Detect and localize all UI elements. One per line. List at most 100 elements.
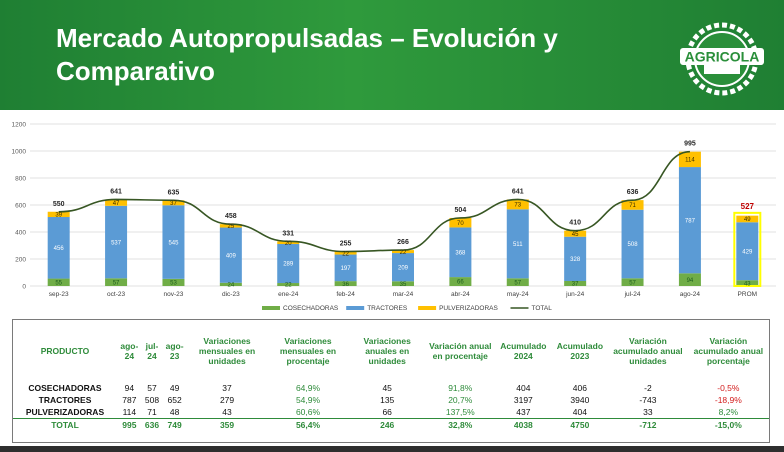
cell-acum23: 3940 (570, 395, 590, 405)
y-tick-label: 1200 (12, 122, 27, 129)
logo-text: AGRICOLA (685, 49, 760, 65)
x-tick-label: may-24 (507, 291, 529, 298)
x-tick-label: PROM (738, 291, 758, 298)
cell-jul24: 71 (147, 407, 157, 417)
bar-segment (506, 199, 529, 210)
bar-segment (736, 280, 759, 286)
y-tick-label: 800 (15, 176, 26, 183)
y-tick-label: 200 (15, 257, 26, 264)
chart-bars (47, 151, 762, 287)
cell-var-men-u: 43 (222, 407, 232, 417)
bar-segment (678, 151, 701, 168)
bar-value-label: 328 (570, 257, 581, 263)
bar-value-label: 22 (400, 250, 407, 256)
prom-highlight (733, 211, 762, 287)
bar-segment (277, 283, 300, 286)
cell-var-men-p: 60,6% (295, 407, 321, 417)
total-value-label: 331 (282, 230, 294, 237)
y-tick-label: 400 (15, 230, 26, 237)
cell-var-acum-p: -0,5% (717, 383, 740, 393)
table-header-row: PRODUCTO ago-24 jul-24 ago-23 Variacione… (13, 320, 769, 382)
cell-producto: PULVERIZADORAS (25, 407, 105, 417)
cell-ago23: 652 (167, 395, 182, 405)
cell-ago23: 48 (169, 407, 180, 417)
table-row: PULVERIZADORAS 114 71 48 43 60,6% 66 137… (13, 406, 769, 419)
x-tick-label: mar-24 (393, 291, 414, 298)
cell-jul24: 508 (144, 395, 160, 405)
bar-value-label: 94 (687, 278, 694, 284)
cell-acum23: 404 (572, 407, 587, 417)
bar-segment (678, 167, 701, 274)
total-value-label: 504 (455, 207, 467, 214)
bar-segment (162, 200, 185, 206)
cell-acum24: 4038 (495, 418, 552, 431)
bar-value-label: 45 (572, 232, 579, 238)
bar-value-label: 25 (228, 224, 235, 230)
cell-var-men-u: 37 (222, 383, 232, 393)
x-tick-label: sep-23 (49, 291, 69, 298)
legend-swatch (418, 306, 437, 310)
bar-value-label: 71 (629, 203, 636, 209)
y-axis: 0 200 400 600 800 1000 1200 (12, 122, 27, 291)
bar-segment (736, 215, 759, 223)
legend-label: COSECHADORAS (283, 305, 339, 312)
x-tick-label: abr-24 (451, 291, 470, 298)
header-jul-24: jul-24 (145, 341, 159, 361)
bar-value-label: 36 (342, 282, 349, 288)
total-value-label: 410 (569, 220, 581, 227)
header-var-anual-porcentaje: Variación anual en procentaje (429, 341, 492, 361)
cell-var-men-p: 64,9% (295, 383, 321, 393)
header-producto: PRODUCTO (40, 346, 90, 356)
page-title-line1: Mercado Autopropulsadas – Evolución y (56, 23, 558, 53)
header-ago-23: ago-23 (165, 341, 184, 361)
cell-acum23: 4750 (551, 418, 609, 431)
cell-var-acum-u: -2 (644, 383, 652, 393)
bar-value-label: 55 (55, 280, 62, 286)
cell-var-acum-p: 8,2% (718, 407, 739, 417)
total-value-label: 995 (684, 141, 696, 148)
page-title: Mercado Autopropulsadas – Evolución y Co… (56, 22, 656, 88)
total-value-label: 266 (397, 239, 409, 246)
bar-value-label: 209 (398, 265, 409, 271)
bar-value-label: 456 (54, 246, 65, 252)
x-tick-label: jun-24 (565, 291, 584, 298)
cell-var-acum-u: -712 (608, 418, 688, 431)
bar-value-label: 508 (628, 242, 639, 248)
header-var-acum-porcentaje: Variación acumulado anual porcentaje (693, 336, 764, 366)
bar-value-label: 39 (55, 213, 62, 219)
bar-value-label: 53 (170, 281, 177, 287)
bar-value-label: 24 (228, 283, 235, 289)
x-tick-label: dic-23 (222, 291, 240, 298)
cell-ago23: 49 (169, 383, 180, 393)
cell-acum24: 404 (516, 383, 531, 393)
x-axis: sep-23 oct-23 nov-23 dic-23 ene-24 feb-24 mar-… (49, 291, 757, 298)
total-value-label: 527 (741, 202, 755, 211)
header-acumulado-2024: Acumulado 2024 (500, 341, 547, 361)
bar-segment (162, 205, 185, 279)
header-acumulado-2023: Acumulado 2023 (556, 341, 604, 361)
cell-acum24: 3197 (513, 395, 533, 405)
cell-var-acum-p: -15,0% (687, 418, 769, 431)
x-tick-label: jul-24 (624, 291, 641, 298)
total-value-label: 255 (340, 241, 352, 248)
cell-ago24: 787 (122, 395, 137, 405)
legend-label: TRACTORES (367, 305, 408, 312)
bar-value-label: 70 (457, 221, 464, 227)
x-tick-label: nov-23 (164, 291, 184, 298)
bar-segment (621, 209, 644, 279)
chart-legend: COSECHADORAS TRACTORES PULVERIZADORAS TOTAL (262, 305, 552, 312)
bar-segment (105, 199, 128, 206)
bar-value-label: 37 (572, 282, 579, 288)
cell-ago23: 749 (162, 418, 187, 431)
cell-producto: COSECHADORAS (28, 383, 102, 393)
bottom-bar (0, 446, 784, 452)
bar-segment (105, 278, 128, 286)
bar-value-label: 22 (285, 283, 292, 289)
bar-value-label: 57 (113, 280, 120, 286)
cell-var-men-u: 279 (219, 395, 235, 405)
bar-value-label: 57 (514, 280, 521, 286)
bar-value-label: 114 (685, 158, 695, 164)
bar-segment (47, 211, 70, 218)
total-line-layer (58, 150, 690, 253)
y-tick-label: 600 (15, 203, 26, 210)
